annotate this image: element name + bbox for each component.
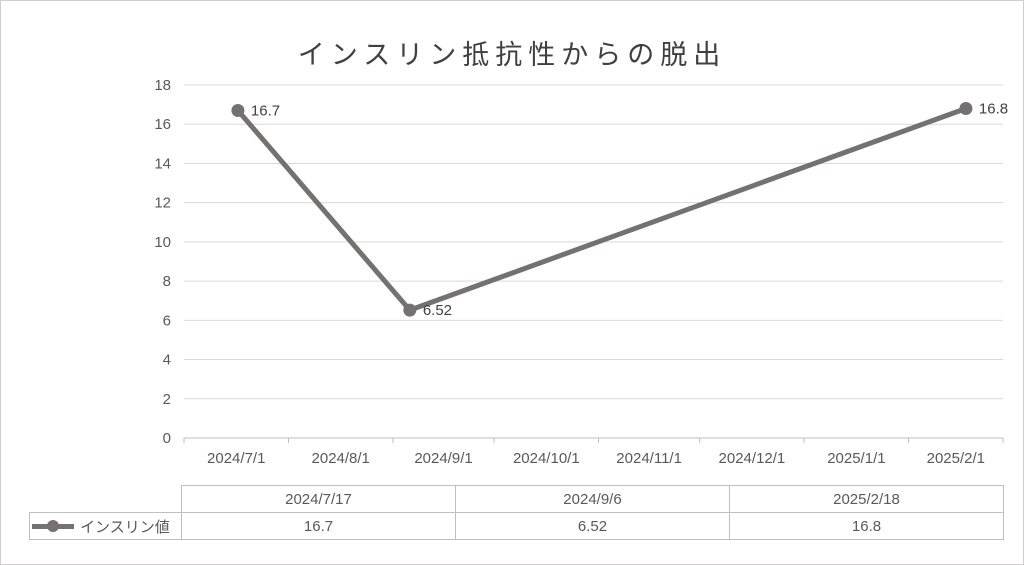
- table-value-cell: 6.52: [455, 512, 730, 540]
- table-corner-blank: [30, 486, 182, 513]
- y-axis-tick-label: 12: [154, 195, 171, 212]
- legend-label: インスリン値: [80, 518, 170, 536]
- data-point-label: 6.52: [423, 302, 452, 319]
- data-point-marker: [959, 102, 973, 116]
- chart-title: インスリン抵抗性からの脱出: [297, 40, 727, 70]
- y-axis-tick-label: 8: [163, 273, 171, 290]
- x-axis-tick-label: 2024/11/1: [616, 450, 682, 467]
- y-axis-tick-label: 4: [163, 352, 171, 369]
- x-axis-tick-label: 2025/2/1: [927, 450, 985, 467]
- legend-cell: インスリン値: [29, 512, 182, 540]
- y-axis-tick-label: 6: [163, 312, 171, 329]
- series-line: [235, 106, 969, 313]
- x-axis-tick-label: 2024/7/1: [207, 450, 265, 467]
- x-axis-tick-label: 2024/10/1: [513, 450, 580, 467]
- data-table: 2024/7/17 2024/9/6 2025/2/18 インスリン値 16.7…: [29, 485, 1004, 540]
- table-value-cell: 16.7: [181, 512, 456, 540]
- x-axis-tick-label: 2024/9/1: [414, 450, 472, 467]
- table-value-row: インスリン値 16.7 6.52 16.8: [29, 512, 1004, 540]
- data-point-marker: [403, 303, 417, 317]
- y-axis-tick-label: 0: [163, 430, 171, 447]
- x-axis-tick-label: 2025/1/1: [827, 450, 885, 467]
- table-date-header: 2024/9/6: [455, 485, 730, 513]
- y-axis-tick-label: 18: [154, 77, 171, 94]
- table-date-header: 2024/7/17: [181, 485, 456, 513]
- series-dot-icon: [47, 520, 59, 532]
- data-point-marker: [231, 103, 245, 117]
- table-value-cell: 16.8: [729, 512, 1004, 540]
- y-axis-tick-label: 10: [154, 234, 171, 251]
- table-date-header: 2025/2/18: [729, 485, 1004, 513]
- data-point-label: 16.8: [979, 101, 1008, 118]
- x-axis-tick-label: 2024/12/1: [719, 450, 786, 467]
- line-chart-plot-area: 0 2 4 6 8 10 12 14 16 18 2024/7/1 2024/8/1 2024/9/1 2…: [154, 77, 1008, 467]
- y-axis-tick-label: 2: [163, 391, 171, 408]
- y-axis-tick-label: 16: [154, 116, 171, 133]
- data-point-label: 16.7: [251, 102, 280, 119]
- series-line-marker-icon: [32, 520, 74, 532]
- x-axis-tick-label: 2024/8/1: [312, 450, 370, 467]
- y-axis-tick-label: 14: [154, 155, 171, 172]
- table-header-row: 2024/7/17 2024/9/6 2025/2/18: [30, 485, 1004, 513]
